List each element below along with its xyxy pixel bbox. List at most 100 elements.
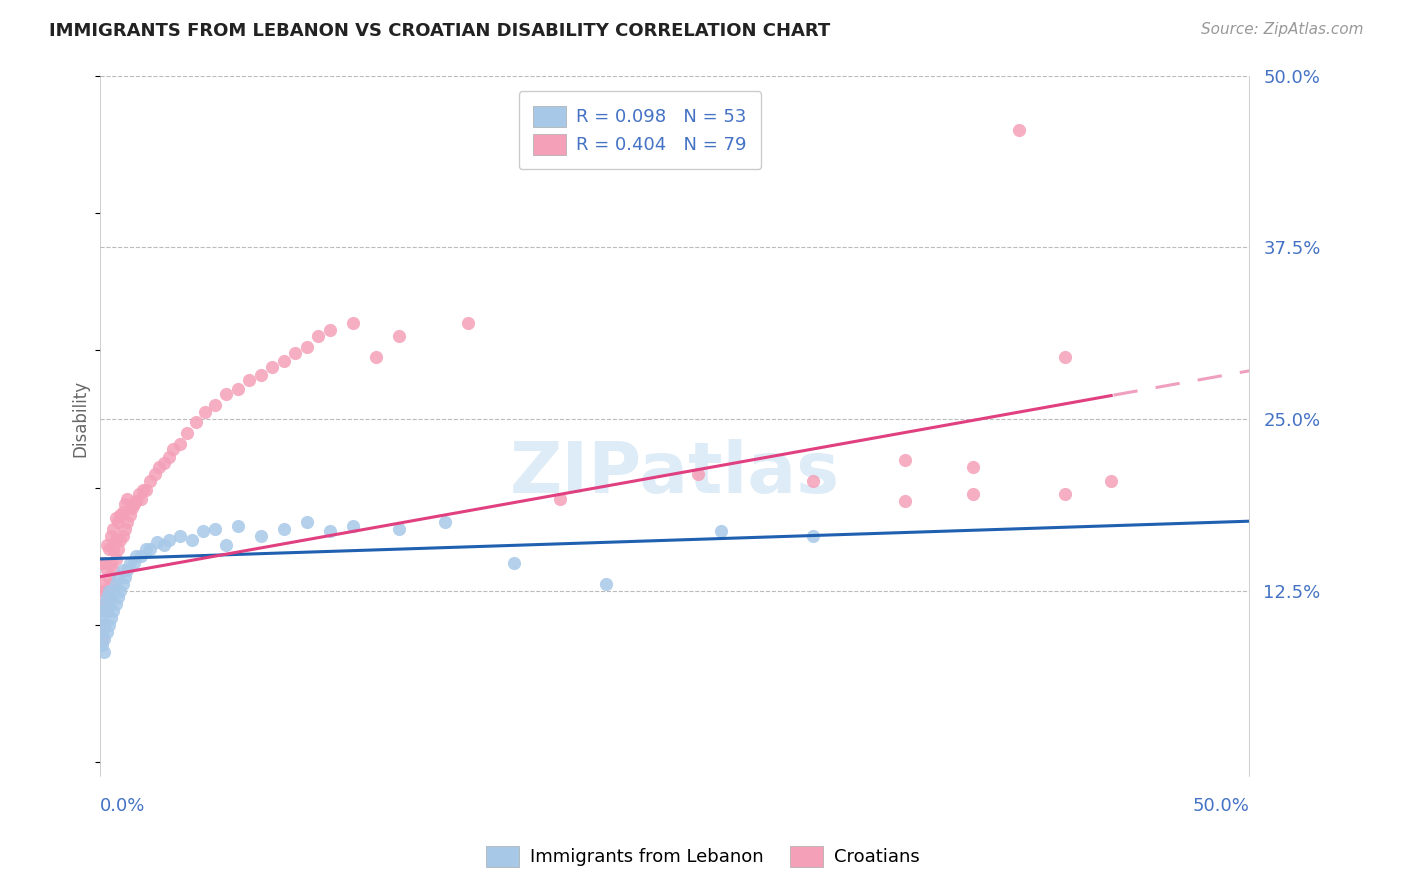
Point xyxy=(226,519,249,533)
Point xyxy=(176,425,198,440)
Point xyxy=(91,604,114,618)
Point xyxy=(121,501,143,516)
Point xyxy=(93,597,115,611)
Point xyxy=(117,563,139,577)
Point xyxy=(122,497,145,511)
Point xyxy=(1054,350,1077,364)
Point xyxy=(129,491,152,506)
Point xyxy=(962,487,984,501)
Point xyxy=(1008,123,1031,137)
Point xyxy=(111,563,134,577)
Point xyxy=(93,556,115,570)
Point xyxy=(118,508,141,522)
Point xyxy=(180,533,202,547)
Point xyxy=(104,597,127,611)
Point xyxy=(143,467,166,481)
Point xyxy=(91,632,114,646)
Point xyxy=(273,354,295,368)
Point xyxy=(96,538,118,552)
Point xyxy=(100,556,122,570)
Point xyxy=(893,453,915,467)
Legend: R = 0.098   N = 53, R = 0.404   N = 79: R = 0.098 N = 53, R = 0.404 N = 79 xyxy=(519,91,762,169)
Point xyxy=(273,522,295,536)
Point xyxy=(91,639,114,653)
Point xyxy=(169,528,191,542)
Point xyxy=(191,524,214,539)
Point xyxy=(249,528,271,542)
Y-axis label: Disability: Disability xyxy=(72,380,89,458)
Point xyxy=(1101,474,1123,488)
Point xyxy=(132,483,155,498)
Point xyxy=(238,373,260,387)
Legend: Immigrants from Lebanon, Croatians: Immigrants from Lebanon, Croatians xyxy=(479,838,927,874)
Point xyxy=(114,522,136,536)
Point xyxy=(93,597,115,611)
Point xyxy=(307,329,329,343)
Text: 50.0%: 50.0% xyxy=(1192,797,1250,814)
Point xyxy=(318,323,340,337)
Point xyxy=(128,487,150,501)
Point xyxy=(194,405,217,419)
Point xyxy=(91,624,114,639)
Point xyxy=(548,491,571,506)
Point xyxy=(104,510,127,524)
Point xyxy=(204,398,226,412)
Point xyxy=(157,450,180,465)
Point xyxy=(262,359,284,374)
Point xyxy=(962,459,984,474)
Point xyxy=(295,341,318,355)
Point xyxy=(226,382,249,396)
Point xyxy=(91,618,114,632)
Point xyxy=(97,597,120,611)
Point xyxy=(111,576,134,591)
Point xyxy=(100,528,122,542)
Point xyxy=(91,556,114,570)
Point xyxy=(107,570,129,584)
Point xyxy=(162,442,184,456)
Point xyxy=(97,570,120,584)
Point xyxy=(107,591,129,605)
Point xyxy=(97,583,120,598)
Point xyxy=(342,316,364,330)
Point xyxy=(595,576,617,591)
Point xyxy=(387,522,409,536)
Point xyxy=(139,474,162,488)
Point xyxy=(93,645,115,659)
Point xyxy=(686,467,709,481)
Point xyxy=(103,604,125,618)
Point xyxy=(148,459,170,474)
Text: Source: ZipAtlas.com: Source: ZipAtlas.com xyxy=(1201,22,1364,37)
Point xyxy=(153,456,176,470)
Point xyxy=(96,624,118,639)
Point xyxy=(135,483,157,498)
Point xyxy=(204,522,226,536)
Point xyxy=(169,436,191,450)
Point xyxy=(96,604,118,618)
Point xyxy=(100,591,122,605)
Point xyxy=(104,552,127,566)
Point xyxy=(93,583,115,598)
Point xyxy=(103,563,125,577)
Point xyxy=(215,387,238,401)
Point xyxy=(97,542,120,557)
Point xyxy=(91,576,114,591)
Point xyxy=(96,583,118,598)
Point xyxy=(100,576,122,591)
Point xyxy=(215,538,238,552)
Point xyxy=(364,350,387,364)
Point xyxy=(157,533,180,547)
Point xyxy=(186,415,208,429)
Point xyxy=(709,524,731,539)
Point xyxy=(318,524,340,539)
Point xyxy=(110,533,132,547)
Point xyxy=(100,611,122,625)
Point xyxy=(284,346,307,360)
Point xyxy=(91,611,114,625)
Point xyxy=(110,508,132,522)
Point xyxy=(91,597,114,611)
Point xyxy=(114,497,136,511)
Point xyxy=(107,515,129,529)
Text: 0.0%: 0.0% xyxy=(100,797,145,814)
Point xyxy=(104,576,127,591)
Point xyxy=(110,583,132,598)
